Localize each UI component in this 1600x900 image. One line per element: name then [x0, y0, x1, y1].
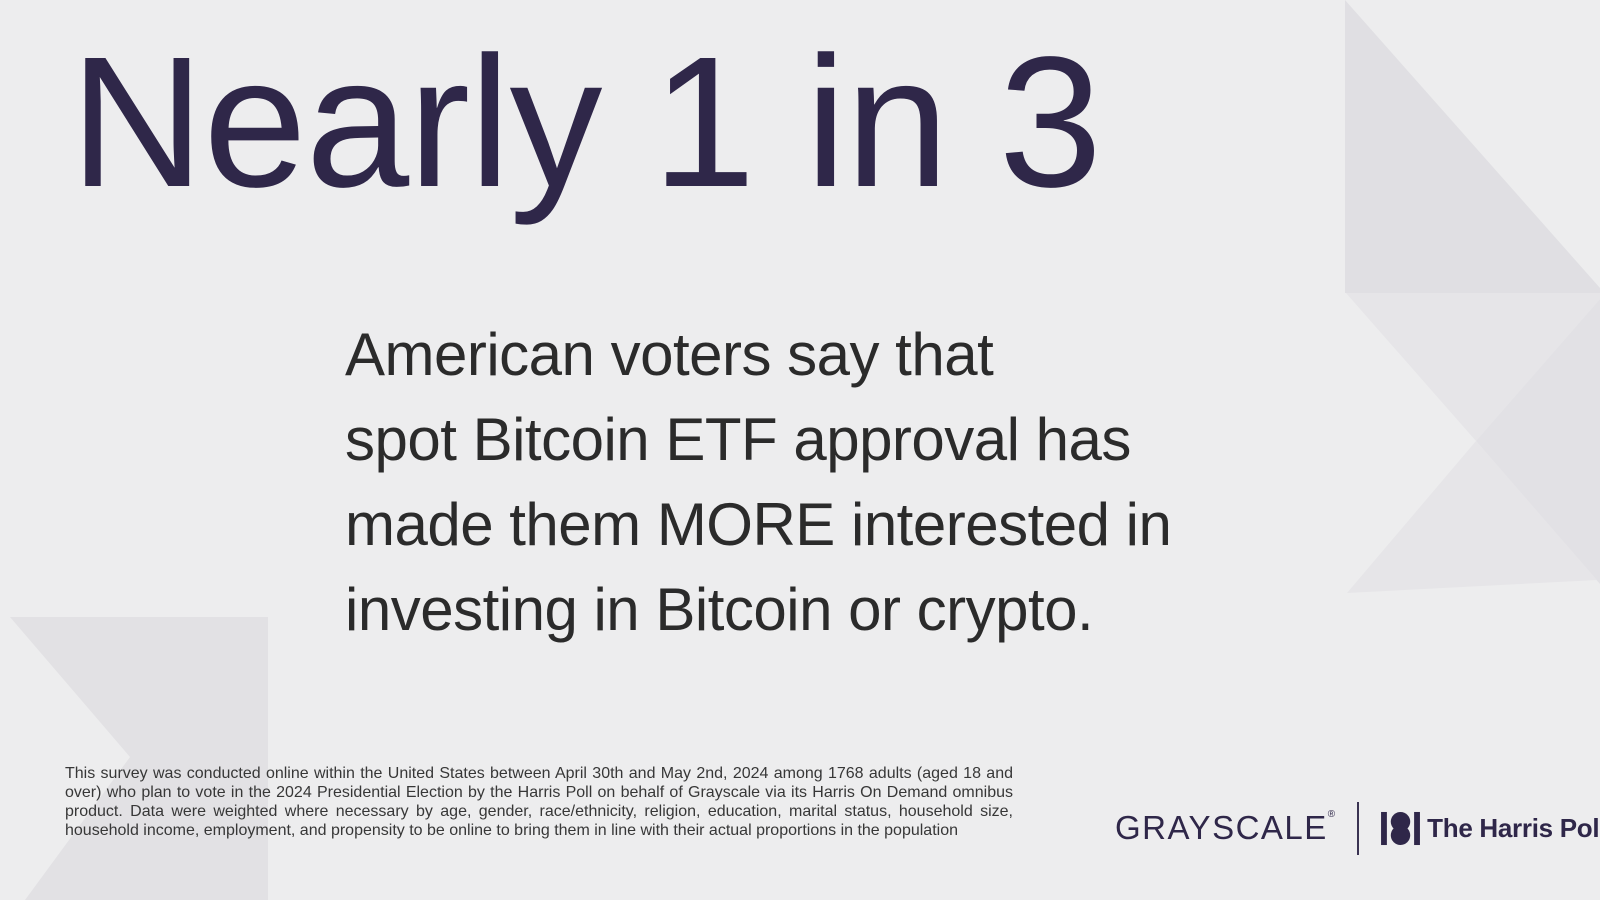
subheadline: American voters say that spot Bitcoin ET… [345, 312, 1172, 652]
survey-methodology-footnote: This survey was conducted online within … [65, 765, 1013, 839]
harris-poll-logo: The Harris Poll [1381, 811, 1600, 846]
subheadline-line-1: American voters say that [345, 321, 994, 388]
harris-icon-left-bar [1381, 811, 1388, 845]
logo-divider [1357, 801, 1360, 855]
subheadline-line-3: made them MORE interested in [345, 491, 1172, 558]
decor-shape-bottom-left [10, 617, 268, 900]
subheadline-line-2: spot Bitcoin ETF approval has [345, 406, 1131, 473]
decor-triangle-right-lower [1347, 441, 1597, 593]
harris-poll-icon [1381, 811, 1421, 845]
grayscale-logo: GRAYSCALE® [1115, 809, 1335, 847]
decor-triangle-top-right [1345, 0, 1600, 293]
registered-trademark-icon: ® [1327, 809, 1336, 820]
subheadline-line-4: investing in Bitcoin or crypto. [345, 576, 1094, 643]
harris-icon-top-circle [1390, 811, 1411, 831]
harris-icon-right-bar [1414, 811, 1421, 845]
harris-poll-wordmark: The Harris Poll [1427, 812, 1600, 843]
brand-lockup: GRAYSCALE® The Harris Poll [1115, 798, 1600, 858]
harris-icon-bottom-circle [1390, 825, 1411, 845]
headline: Nearly 1 in 3 [70, 19, 1102, 226]
decor-triangle-right-upper [1346, 293, 1600, 441]
decor-triangle-right-outer [1476, 299, 1600, 584]
grayscale-wordmark: GRAYSCALE [1115, 809, 1328, 846]
